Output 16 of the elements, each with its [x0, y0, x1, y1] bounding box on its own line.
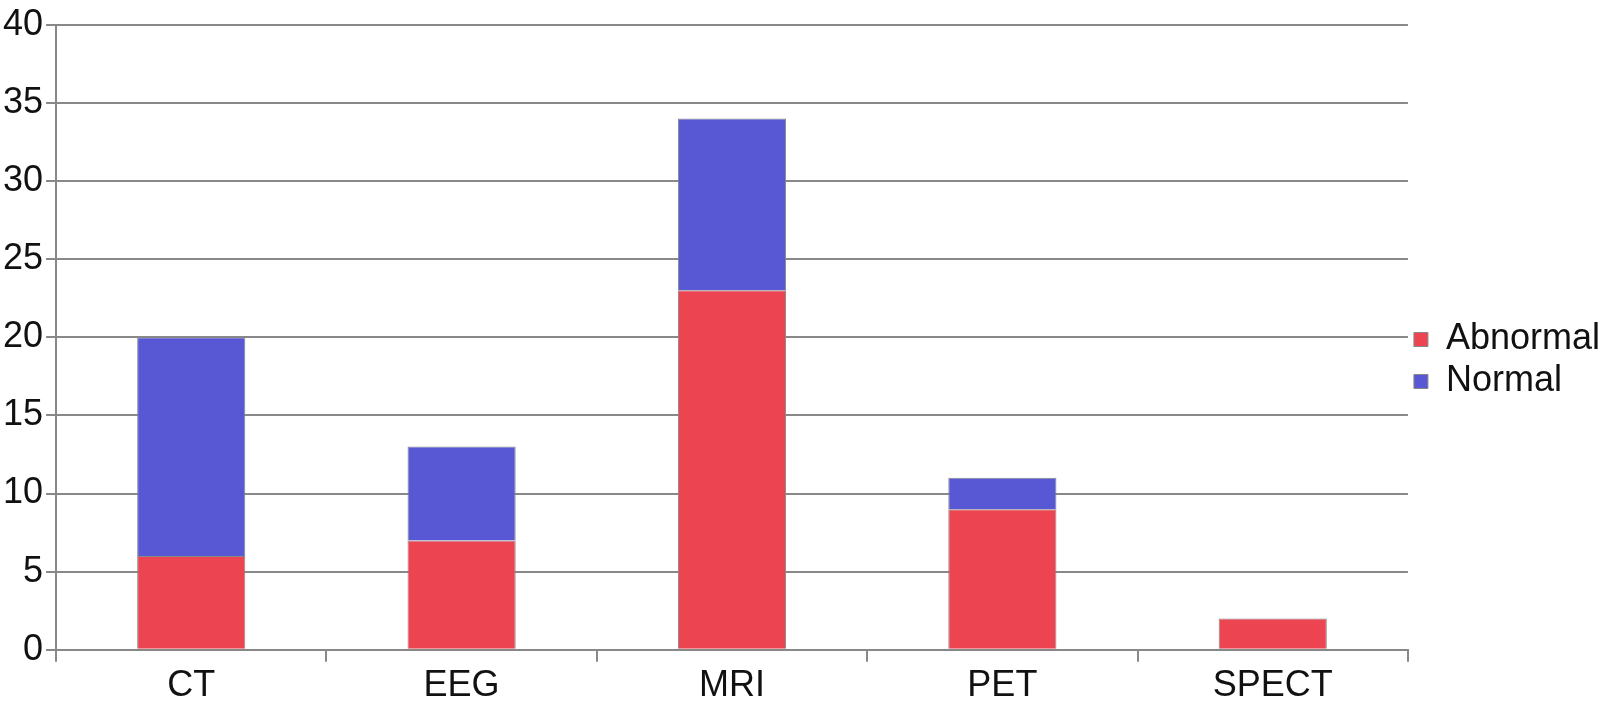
y-tick-label: 40	[3, 1, 44, 43]
y-tick-label: 5	[23, 548, 44, 590]
y-tick-label: 25	[3, 235, 44, 277]
x-tick-label: PET	[967, 663, 1038, 705]
x-tick-label: SPECT	[1212, 663, 1333, 705]
y-tick-label: 30	[3, 157, 44, 199]
x-tick-label: CT	[167, 663, 216, 705]
y-tick-label: 35	[3, 79, 44, 121]
y-tick-label: 20	[3, 314, 44, 356]
legend-label: Abnormal	[1445, 316, 1601, 358]
y-tick-label: 15	[3, 392, 44, 434]
legend-label: Normal	[1445, 358, 1562, 400]
x-tick-label: MRI	[698, 663, 765, 705]
y-tick-label: 10	[3, 470, 44, 512]
x-tick-label: EEG	[423, 663, 500, 705]
y-tick-label: 0	[23, 626, 44, 668]
